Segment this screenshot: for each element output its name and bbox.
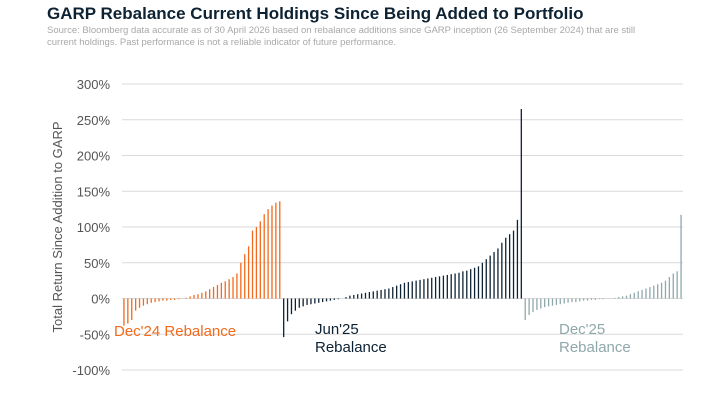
chart-source-note: Source: Bloomberg data accurate as of 30… <box>47 25 636 48</box>
series-labels: Dec'24 Rebalance Jun'25 Rebalance Dec'25 Reb… <box>114 321 631 356</box>
y-tick-label: -100% <box>72 363 110 378</box>
y-tick-label: 100% <box>77 220 111 235</box>
series-label: Dec'25 Rebalance <box>559 321 631 356</box>
y-axis-label: Total Return Since Addition to GARP <box>50 121 65 332</box>
y-tick-labels: -100% -50% 0% 50% 100% 150% 200% 250% 300% <box>72 77 110 378</box>
y-tick-label: 50% <box>84 256 110 271</box>
y-tick-label: 250% <box>77 113 111 128</box>
series-label: Dec'24 Rebalance <box>114 323 236 340</box>
y-tick-label: -50% <box>80 327 111 342</box>
bars <box>123 109 682 338</box>
y-tick-label: 200% <box>77 149 111 164</box>
y-tick-label: 300% <box>77 77 111 92</box>
gridlines <box>122 83 683 371</box>
series-label: Jun'25 Rebalance <box>315 321 387 356</box>
y-tick-label: 0% <box>91 292 110 307</box>
chart-title: GARP Rebalance Current Holdings Since Be… <box>47 4 584 23</box>
y-tick-label: 150% <box>77 184 111 199</box>
